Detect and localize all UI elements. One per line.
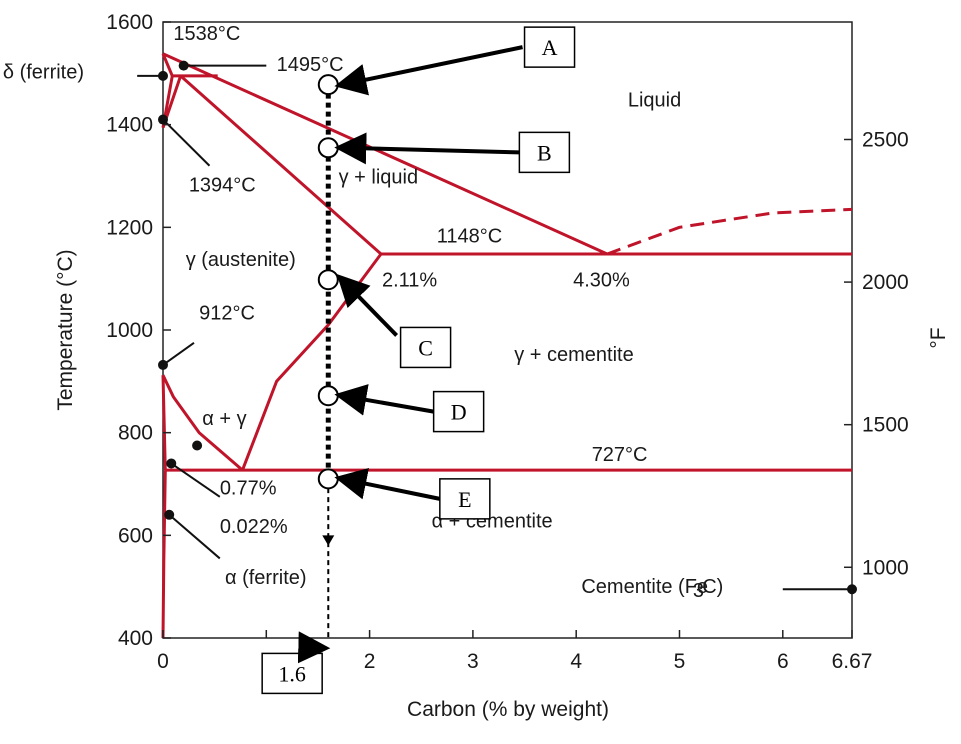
y2-tick-label: 1000 [862, 556, 909, 579]
marker-dot [192, 440, 203, 451]
callout-box-D [432, 390, 485, 433]
tick-group: 01234566.6740060080010001200140016001000… [106, 11, 908, 673]
annotation-label: 727°C [592, 444, 648, 466]
callout-label: B [537, 140, 552, 165]
x-tick-label: 5 [674, 650, 686, 673]
annotation-group: 1538°C 1495°C 1394°C Liquid γ + liquid 1148°C… [3, 23, 723, 602]
callout-label: D [451, 400, 467, 425]
callout-label: C [418, 335, 433, 360]
y-tick-label: 1000 [106, 319, 153, 342]
marker-dot [158, 359, 168, 370]
annotation-label: 1394°C [189, 174, 256, 196]
callout-arrow [334, 468, 441, 501]
callout-arrow [334, 132, 520, 165]
callout-box-A [523, 26, 576, 68]
callout-arrow [297, 631, 331, 664]
annotation-label: Cementite (Fe [581, 576, 708, 598]
y-tick-label: 600 [118, 524, 153, 547]
annotation-label: 2.11% [382, 269, 437, 291]
callout-box-B [518, 131, 571, 174]
marker-dot [847, 584, 857, 595]
callout-arrow [334, 384, 434, 416]
phase-boundary-group [161, 52, 853, 639]
x-tick-label: 4 [570, 650, 582, 673]
phase-boundary-liquidus-left [162, 52, 608, 256]
y-axis-title: Temperature (°C) [54, 249, 77, 410]
annotation-label: δ (ferrite) [3, 61, 84, 83]
phase-boundary-liquidus-right [606, 207, 853, 256]
annotation-label: 0.77% [220, 477, 277, 499]
x-axis-title: Carbon (% by weight) [407, 698, 609, 721]
y-tick-label: 1600 [106, 11, 153, 34]
pointer-line [162, 342, 195, 366]
plot-area-frame [162, 21, 853, 639]
composition-arrowhead [322, 535, 335, 546]
annotation-label: α + γ [202, 408, 246, 430]
y2-tick-label: 1500 [862, 414, 909, 437]
annotation-label: γ (austenite) [186, 249, 296, 271]
callout-box-E [439, 478, 491, 520]
phase-boundary-solidus [179, 74, 382, 256]
annotation-label: 1538°C [173, 23, 240, 45]
point-b [317, 137, 339, 159]
x-tick-label: 6 [777, 650, 789, 673]
phase-boundary-a1-solvus [161, 375, 167, 471]
callout-label: 1.6 [278, 661, 306, 686]
annotation-label: γ + cementite [514, 344, 634, 366]
marker-dot [158, 114, 168, 125]
phase-boundary-acm [241, 253, 383, 471]
annotation-label: C) [702, 576, 723, 598]
annotation-label: 4.30% [573, 269, 630, 291]
pointer-line-group [137, 60, 857, 595]
annotation-label: γ + liquid [339, 167, 419, 189]
annotation-label: 3 [693, 580, 704, 602]
phase-boundary-alpha-solvus [161, 470, 167, 639]
callout-box-C [399, 326, 452, 369]
composition-line-group [317, 74, 339, 638]
x-tick-label: 0 [157, 650, 169, 673]
y2-tick-label: 2500 [862, 128, 909, 151]
phase-boundary-a3 [161, 374, 244, 472]
annotation-label: Liquid [628, 90, 681, 112]
y-tick-label: 1400 [106, 114, 153, 137]
callout-arrow [334, 45, 523, 96]
marker-dot [178, 60, 189, 71]
annotation-label: α (ferrite) [225, 567, 307, 589]
phase-boundary-delta-1 [161, 53, 174, 77]
x-tick-label: 6.67 [832, 650, 873, 673]
callout-group: A B C D E 1.6 [261, 26, 576, 695]
marker-dot [166, 458, 177, 469]
callout-label: A [542, 35, 558, 60]
y2-tick-label: 2000 [862, 271, 909, 294]
point-a [317, 74, 339, 96]
pointer-line [170, 462, 221, 498]
x-tick-label: 3 [467, 650, 479, 673]
marker-dot [164, 509, 175, 520]
annotation-label: 1495°C [277, 54, 344, 76]
y2-axis-title: °F [927, 327, 950, 348]
x-tick-label: 2 [364, 650, 376, 673]
point-e [317, 468, 339, 490]
point-c [317, 269, 339, 291]
y-tick-label: 800 [118, 422, 153, 445]
annotation-label: 912°C [199, 303, 255, 325]
y-tick-label: 1200 [106, 216, 153, 239]
callout-label: E [458, 487, 471, 512]
y-tick-label: 400 [118, 627, 153, 650]
callout-arrow [336, 273, 399, 337]
pointer-line [168, 514, 221, 560]
annotation-label: 0.022% [220, 516, 288, 538]
pointer-line [162, 118, 211, 167]
marker-dot [158, 70, 168, 81]
annotation-label: 1148°C [437, 226, 502, 248]
point-d [317, 385, 339, 407]
